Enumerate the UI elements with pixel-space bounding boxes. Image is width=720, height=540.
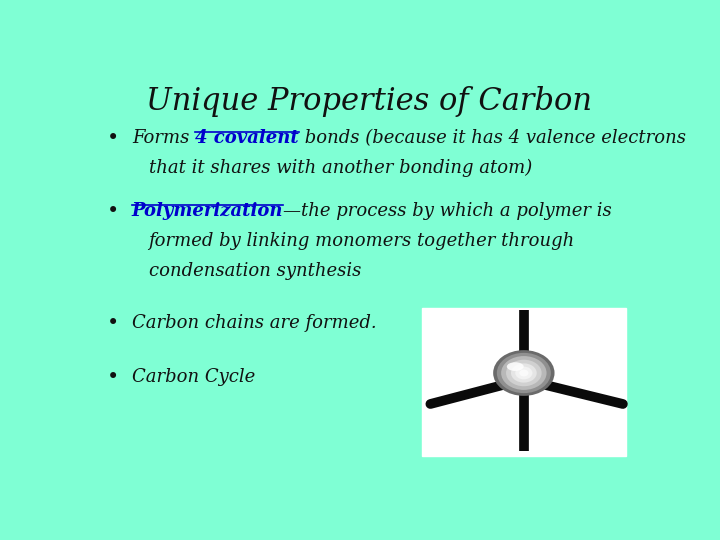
Text: •: • [107,202,119,221]
Text: Forms: Forms [132,129,195,147]
Text: •: • [107,368,119,387]
Circle shape [511,363,536,383]
Text: condensation synthesis: condensation synthesis [148,262,361,280]
Circle shape [497,353,551,393]
Circle shape [493,350,554,396]
Ellipse shape [507,362,523,371]
Text: Polymerization: Polymerization [132,202,284,220]
FancyBboxPatch shape [422,308,626,456]
Circle shape [516,367,532,380]
Text: •: • [107,314,119,333]
Circle shape [506,360,541,386]
Text: Carbon Cycle: Carbon Cycle [132,368,255,386]
Text: •: • [107,129,119,149]
Text: that it shares with another bonding atom): that it shares with another bonding atom… [148,159,532,178]
Text: formed by linking monomers together through: formed by linking monomers together thro… [148,232,575,250]
Text: Carbon chains are formed.: Carbon chains are formed. [132,314,377,332]
Circle shape [519,369,528,376]
Text: 4 covalent: 4 covalent [195,129,299,147]
Text: Unique Properties of Carbon: Unique Properties of Carbon [146,85,592,117]
Text: —the process by which a polymer is: —the process by which a polymer is [284,202,612,220]
Text: bonds (because it has 4 valence electrons: bonds (because it has 4 valence electron… [299,129,685,147]
Circle shape [501,356,546,390]
